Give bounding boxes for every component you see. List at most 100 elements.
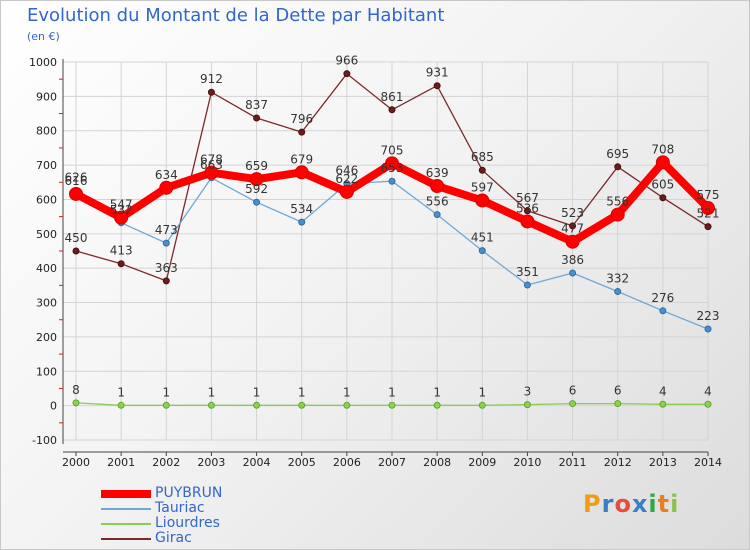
data-point-girac	[207, 88, 215, 96]
data-label-puybrun: 556	[606, 195, 629, 209]
data-label-girac: 363	[155, 261, 178, 275]
data-point-girac	[253, 114, 261, 122]
data-point-tauriac	[298, 218, 306, 226]
x-tick-label: 2006	[333, 456, 361, 469]
data-label-liourdres: 1	[162, 385, 170, 399]
data-label-liourdres: 4	[659, 384, 667, 398]
y-tick-label: 600	[36, 193, 57, 206]
legend-item-tauriac: Tauriac	[101, 500, 301, 516]
data-point-tauriac	[388, 177, 396, 185]
y-tick-label: 900	[36, 90, 57, 103]
data-label-liourdres: 3	[524, 385, 532, 399]
data-point-puybrun	[69, 186, 83, 201]
data-label-tauriac: 663	[200, 158, 223, 172]
data-label-puybrun: 634	[155, 168, 178, 182]
data-point-girac	[162, 277, 170, 285]
data-point-liourdres	[704, 400, 712, 408]
data-label-tauriac: 626	[65, 171, 88, 185]
data-point-puybrun	[159, 180, 174, 195]
x-tick-label: 2002	[152, 456, 180, 469]
data-label-tauriac: 351	[516, 265, 539, 279]
data-label-girac: 685	[471, 150, 494, 164]
legend-swatch-tauriac	[101, 508, 151, 510]
data-label-girac: 837	[245, 98, 268, 112]
y-tick-label: -100	[32, 434, 57, 447]
legend-item-girac: Girac	[101, 530, 301, 546]
data-point-girac	[659, 194, 667, 202]
data-label-puybrun: 547	[110, 198, 133, 212]
data-label-liourdres: 1	[433, 385, 441, 399]
x-tick-label: 2005	[288, 456, 316, 469]
logo-letter: o	[614, 490, 632, 518]
data-point-puybrun	[249, 172, 264, 187]
x-tick-label: 2013	[649, 456, 677, 469]
data-label-liourdres: 6	[614, 384, 622, 398]
data-point-puybrun	[430, 179, 445, 194]
legend-swatch-liourdres	[101, 523, 151, 525]
y-tick-label: 0	[50, 400, 57, 413]
data-label-liourdres: 1	[298, 385, 306, 399]
x-tick-label: 2014	[694, 456, 722, 469]
data-label-liourdres: 1	[253, 385, 261, 399]
data-label-puybrun: 575	[697, 188, 720, 202]
data-point-puybrun	[204, 165, 219, 180]
legend-swatch-girac	[101, 538, 151, 540]
data-label-tauriac: 451	[471, 231, 494, 245]
y-tick-label: 400	[36, 262, 57, 275]
data-label-tauriac: 592	[245, 182, 268, 196]
data-label-tauriac: 223	[697, 309, 720, 323]
data-point-puybrun	[565, 234, 580, 249]
data-point-puybrun	[114, 210, 129, 225]
x-tick-label: 2003	[197, 456, 225, 469]
data-label-puybrun: 659	[245, 159, 268, 173]
data-label-girac: 567	[516, 191, 539, 205]
data-point-puybrun	[294, 165, 309, 180]
data-point-tauriac	[433, 211, 441, 219]
data-label-girac: 695	[606, 147, 629, 161]
data-point-tauriac	[614, 288, 622, 296]
data-point-tauriac	[478, 247, 486, 255]
x-tick-label: 2008	[423, 456, 451, 469]
data-label-liourdres: 1	[388, 385, 396, 399]
data-point-puybrun	[339, 184, 354, 199]
x-tick-label: 2004	[243, 456, 271, 469]
data-point-liourdres	[614, 400, 622, 408]
data-point-puybrun	[475, 193, 490, 208]
data-point-girac	[388, 106, 396, 114]
data-label-puybrun: 597	[471, 180, 494, 194]
data-label-girac: 912	[200, 72, 223, 86]
data-label-tauriac: 653	[381, 161, 404, 175]
data-label-girac: 605	[651, 178, 674, 192]
data-point-girac	[614, 163, 622, 171]
data-label-girac: 413	[110, 244, 133, 258]
data-label-girac: 796	[290, 112, 313, 126]
data-point-liourdres	[343, 401, 351, 409]
data-point-liourdres	[207, 401, 215, 409]
data-point-liourdres	[162, 401, 170, 409]
data-label-puybrun: 679	[290, 152, 313, 166]
legend-label-puybrun: PUYBRUN	[155, 485, 223, 501]
data-label-tauriac: 532	[110, 203, 133, 217]
data-point-tauriac	[253, 198, 261, 206]
data-label-tauriac: 276	[651, 291, 674, 305]
data-point-puybrun	[610, 207, 625, 222]
data-point-girac	[478, 166, 486, 174]
x-tick-label: 2010	[513, 456, 541, 469]
x-tick-label: 2000	[62, 456, 90, 469]
data-point-puybrun	[385, 156, 399, 171]
data-point-puybrun	[655, 155, 670, 170]
data-label-tauriac: 646	[335, 164, 358, 178]
logo-letter: P	[583, 490, 602, 518]
y-tick-label: 500	[36, 228, 57, 241]
legend-item-liourdres: Liourdres	[101, 515, 301, 531]
data-label-puybrun: 477	[561, 222, 584, 236]
data-label-girac: 450	[65, 231, 88, 245]
data-point-liourdres	[298, 401, 306, 409]
data-label-tauriac: 556	[426, 195, 449, 209]
data-point-girac	[117, 260, 125, 268]
data-point-tauriac	[162, 239, 170, 247]
data-point-tauriac	[523, 281, 531, 289]
data-label-liourdres: 8	[72, 383, 80, 397]
data-label-puybrun: 639	[426, 166, 449, 180]
data-point-liourdres	[659, 400, 667, 408]
